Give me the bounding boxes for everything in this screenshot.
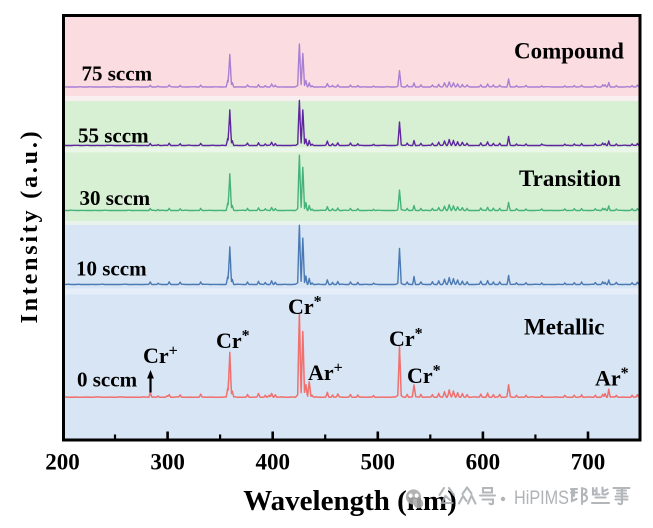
svg-text:200: 200 — [45, 450, 80, 475]
svg-text:Compound: Compound — [514, 39, 624, 64]
svg-text:600: 600 — [466, 450, 501, 475]
svg-text:700: 700 — [571, 450, 606, 475]
svg-text:75 sccm: 75 sccm — [82, 62, 153, 86]
svg-text:400: 400 — [255, 450, 290, 475]
svg-text:Ar*: Ar* — [595, 365, 629, 391]
svg-text:HiPIMS: HiPIMS — [514, 487, 569, 509]
svg-text:Transition: Transition — [519, 166, 621, 191]
svg-text:Cr*: Cr* — [389, 326, 423, 352]
svg-text:Metallic: Metallic — [524, 315, 604, 340]
svg-text:10 sccm: 10 sccm — [76, 257, 147, 281]
svg-text:Wavelength (nm): Wavelength (nm) — [243, 485, 456, 517]
svg-text:30 sccm: 30 sccm — [80, 186, 151, 210]
svg-text:Intensity (a.u.): Intensity (a.u.) — [17, 129, 43, 324]
svg-text:0 sccm: 0 sccm — [77, 368, 138, 392]
svg-text:300: 300 — [150, 450, 185, 475]
svg-text:500: 500 — [361, 450, 396, 475]
svg-text:55 sccm: 55 sccm — [78, 124, 149, 148]
